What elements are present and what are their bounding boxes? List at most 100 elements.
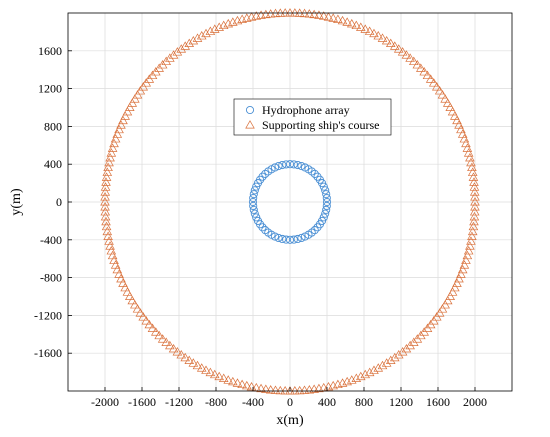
data-point	[389, 41, 400, 50]
data-point	[462, 250, 473, 260]
data-point	[218, 20, 229, 30]
data-point	[285, 8, 295, 17]
data-point	[462, 143, 473, 152]
data-point	[154, 63, 164, 72]
series-hydrophone-array	[248, 160, 332, 244]
data-point	[469, 211, 480, 221]
data-point	[249, 205, 258, 214]
y-tick-label: -1200	[34, 308, 62, 322]
data-point	[141, 316, 152, 325]
data-point	[122, 287, 133, 296]
data-point	[342, 376, 352, 386]
data-point	[461, 255, 471, 264]
data-point	[132, 90, 143, 99]
data-point	[307, 228, 316, 237]
data-point	[180, 352, 191, 362]
data-point	[250, 209, 259, 218]
y-tick-label: 800	[44, 119, 62, 133]
legend-entry: Supporting ship's course	[245, 118, 380, 132]
data-point	[397, 47, 408, 56]
data-point	[168, 343, 179, 353]
data-point	[297, 233, 306, 242]
data-point	[351, 373, 362, 382]
data-point	[408, 56, 419, 66]
data-point	[100, 211, 111, 221]
data-point	[127, 295, 138, 305]
data-point	[100, 197, 110, 206]
data-point	[188, 358, 199, 367]
data-point	[214, 371, 225, 381]
data-point	[144, 319, 155, 329]
data-point	[467, 162, 477, 172]
data-point	[161, 337, 172, 346]
data-point	[101, 221, 112, 231]
data-point	[454, 120, 464, 129]
data-point	[196, 30, 207, 40]
data-point	[109, 138, 119, 148]
data-point	[364, 26, 375, 35]
data-point	[265, 385, 276, 394]
data-point	[270, 232, 280, 241]
data-point	[322, 197, 332, 207]
data-point	[397, 347, 408, 356]
data-point	[165, 53, 175, 62]
data-point	[258, 223, 267, 232]
data-point	[192, 360, 203, 370]
data-point	[470, 197, 480, 206]
data-point	[246, 381, 257, 391]
data-point	[440, 300, 450, 309]
x-tick-label: -1600	[128, 395, 156, 409]
legend-box	[233, 98, 392, 136]
data-point	[445, 291, 456, 300]
legend-entry: Hydrophone array	[245, 103, 350, 117]
data-point	[393, 44, 404, 53]
x-tick-label: 2000	[463, 395, 487, 409]
y-tick-label: 0	[56, 195, 62, 209]
data-point	[285, 386, 295, 395]
data-point	[310, 226, 319, 235]
data-point	[280, 8, 290, 17]
data-point	[223, 18, 234, 28]
data-point	[452, 278, 462, 287]
data-point	[100, 192, 110, 201]
data-point	[454, 273, 464, 283]
data-point	[157, 334, 168, 343]
data-point	[176, 349, 187, 359]
data-point	[278, 160, 287, 170]
data-point	[351, 20, 362, 30]
data-point	[256, 383, 266, 393]
data-point	[297, 162, 306, 171]
data-point	[205, 367, 216, 377]
data-point	[201, 28, 211, 38]
data-point	[122, 106, 133, 116]
data-point	[250, 186, 259, 195]
y-tick-label: -400	[40, 233, 62, 247]
data-point	[100, 202, 110, 211]
data-point	[467, 167, 478, 176]
data-point	[209, 24, 220, 33]
data-point	[252, 182, 261, 191]
data-point	[360, 24, 371, 33]
data-point	[101, 216, 111, 226]
data-point	[228, 17, 238, 26]
data-point	[147, 323, 158, 332]
x-tick-label: 800	[355, 395, 373, 409]
series-ship-course	[100, 8, 480, 395]
data-point	[456, 124, 466, 134]
data-point	[381, 358, 392, 367]
data-point	[141, 78, 152, 87]
data-point	[110, 134, 121, 143]
data-point	[157, 59, 168, 69]
data-point	[469, 187, 480, 196]
data-point	[465, 152, 475, 162]
data-point	[381, 35, 392, 45]
data-point	[385, 38, 396, 47]
data-point	[322, 193, 331, 203]
data-point	[248, 197, 258, 207]
data-point	[463, 148, 474, 157]
data-point	[274, 162, 283, 171]
tick-labels: -2000 -1600 -1200 -800 -400 0 400 800 1200 1600 20…	[34, 44, 487, 409]
data-point	[470, 192, 480, 201]
data-point	[251, 11, 262, 20]
